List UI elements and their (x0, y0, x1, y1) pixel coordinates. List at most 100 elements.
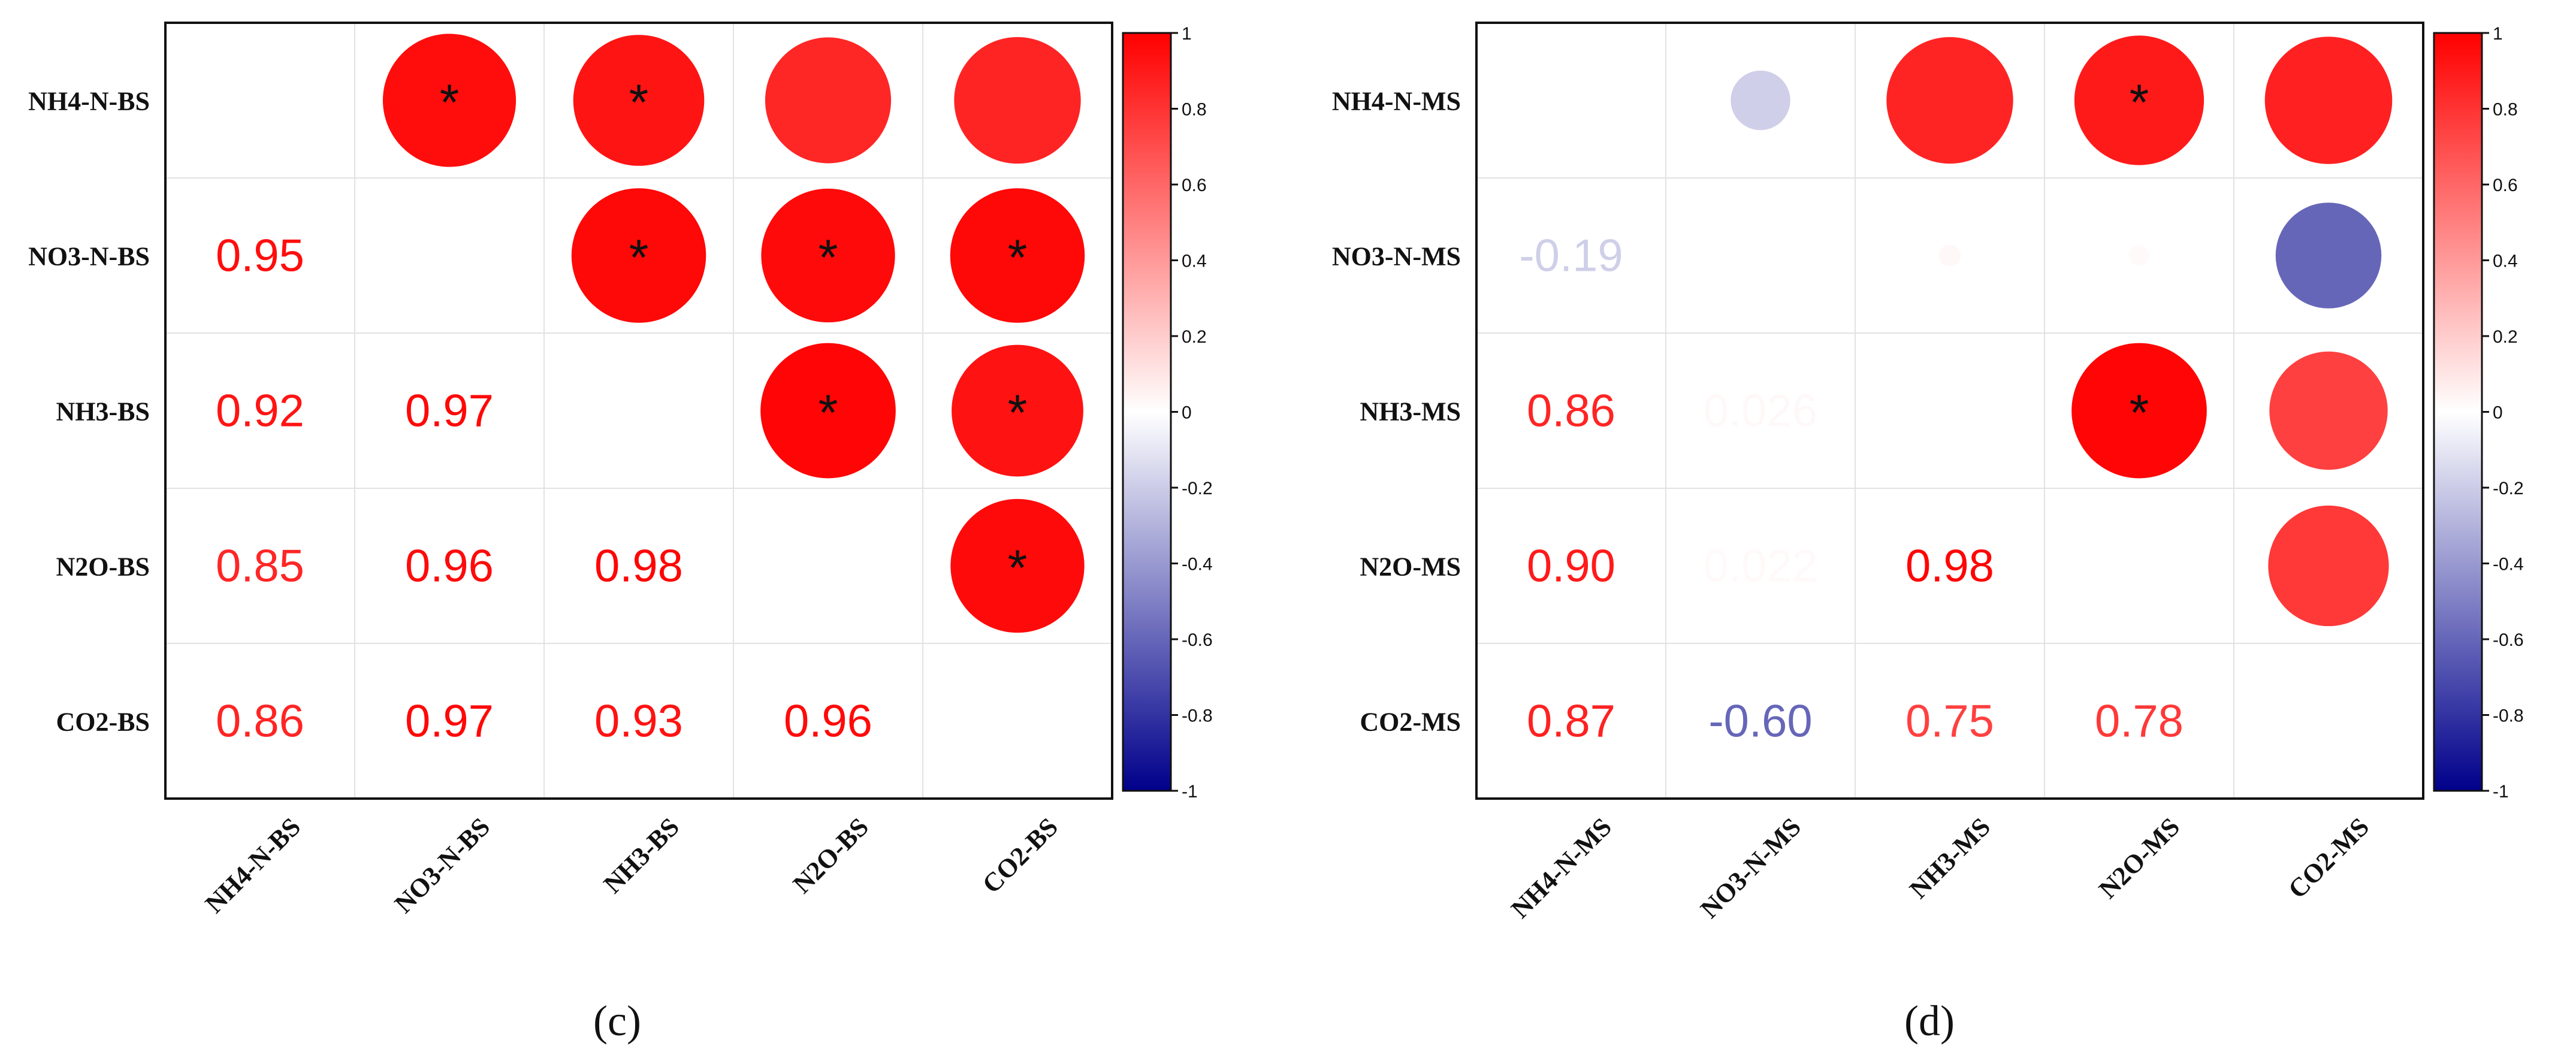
plot-frame (1475, 22, 2424, 800)
row-label: NO3-N-BS (28, 242, 150, 271)
significance-marker: * (1008, 540, 1028, 596)
colorbar-tick-label: 0.2 (1182, 327, 1207, 347)
corr-value-label: 0.022 (1704, 541, 1817, 592)
column-label: N2O-MS (2093, 812, 2185, 904)
panel-d: *-0.190.86 0.026 *0.90 0.022 0.980.87 -0.60 0.… (1332, 22, 2524, 1045)
colorbar-tick-label: -0.8 (2493, 706, 2524, 726)
corr-circle (760, 343, 896, 479)
corr-value-label: 0.85 (216, 541, 304, 592)
corr-circle (2269, 351, 2388, 470)
corr-value-label: 0.86 (1527, 386, 1615, 437)
column-label: NO3-N-MS (1695, 812, 1807, 924)
corr-circle (2268, 505, 2389, 627)
corr-circle (2275, 202, 2382, 309)
plot-frame (164, 22, 1113, 800)
corr-circle (382, 34, 517, 167)
row-label: N2O-BS (56, 552, 150, 582)
colorbar-tick-label: -0.4 (2493, 555, 2524, 575)
column-label: N2O-BS (787, 812, 874, 899)
corr-circle (571, 188, 706, 323)
significance-marker: * (629, 229, 649, 286)
column-label: CO2-BS (977, 812, 1064, 899)
row-label: NH4-N-MS (1332, 87, 1461, 116)
corr-circle (950, 188, 1085, 323)
colorbar-tick-label: 1 (2493, 24, 2503, 44)
significance-marker: * (1008, 229, 1028, 286)
corr-value-label: 0.75 (1905, 696, 1994, 747)
colorbar-tick-label: 0.4 (2493, 252, 2518, 271)
corr-value-label: -0.60 (1708, 696, 1812, 747)
significance-marker: * (440, 74, 460, 131)
row-label: NH3-MS (1360, 397, 1461, 427)
column-label: CO2-MS (2282, 812, 2375, 904)
colorbar-tick-label: -0.4 (1182, 555, 1213, 575)
corr-value-label: 0.96 (405, 541, 494, 592)
column-label: NH3-BS (598, 812, 685, 899)
row-label: NO3-N-MS (1332, 242, 1461, 271)
column-label: NH4-N-BS (200, 812, 306, 918)
corr-value-label: 0.97 (405, 386, 494, 437)
panel-c: * * 0.95 * * * 0.92 0.97 * * 0.85 0.96 0.98 * 0.86 0.97… (28, 22, 1213, 1045)
corr-value-label: 0.96 (784, 696, 872, 747)
significance-marker: * (2130, 74, 2149, 131)
colorbar-tick-label: -0.6 (1182, 630, 1213, 650)
column-label: NH3-MS (1904, 812, 1996, 904)
colorbar-tick-label: 0.8 (2493, 100, 2518, 120)
corr-value-label: -0.19 (1519, 231, 1623, 282)
corr-circle (950, 498, 1085, 633)
corr-circle (1731, 70, 1790, 131)
corr-circle (761, 188, 895, 323)
colorbar-tick-label: 0 (2493, 403, 2503, 423)
colorbar-tick-label: 0.8 (1182, 100, 1207, 120)
row-label: N2O-MS (1360, 552, 1461, 582)
corr-circle (2074, 35, 2204, 165)
corr-value-label: 0.98 (1905, 541, 1994, 592)
corr-circle (1938, 244, 1961, 267)
colorbar (1122, 32, 1172, 792)
significance-marker: * (629, 74, 649, 131)
colorbar-tick-label: -0.2 (2493, 479, 2524, 498)
corr-circle (765, 37, 892, 164)
corr-circle (1886, 37, 2013, 164)
colorbar-tick-label: -1 (1182, 782, 1198, 802)
colorbar-tick-label: 0.6 (1182, 176, 1207, 195)
colorbar-tick-label: -1 (2493, 782, 2509, 802)
significance-marker: * (819, 385, 838, 441)
colorbar-tick-label: -0.8 (1182, 706, 1213, 726)
column-label: NH4-N-MS (1505, 812, 1617, 924)
colorbar-tick-label: 1 (1182, 24, 1192, 44)
row-label: CO2-MS (1360, 708, 1461, 737)
corr-value-label: 0.90 (1527, 541, 1615, 592)
corr-value-label: 0.98 (594, 541, 683, 592)
colorbar (2433, 32, 2483, 792)
colorbar-tick-label: 0.6 (2493, 176, 2518, 195)
corr-value-label: 0.78 (2095, 696, 2184, 747)
significance-marker: * (819, 229, 838, 286)
corr-circle (954, 37, 1081, 164)
row-label: CO2-BS (56, 708, 150, 737)
corr-circle (2129, 245, 2149, 266)
significance-marker: * (2130, 385, 2149, 441)
corr-value-label: 0.86 (216, 696, 304, 747)
column-label: NO3-N-BS (389, 812, 496, 918)
row-label: NH4-N-BS (28, 87, 150, 116)
corr-value-label: 0.026 (1704, 386, 1817, 437)
corr-value-label: 0.95 (216, 231, 304, 282)
corr-value-label: 0.93 (594, 696, 683, 747)
corr-value-label: 0.92 (216, 386, 304, 437)
corr-circle (2071, 343, 2207, 479)
panel-label: (d) (1904, 997, 1955, 1045)
corr-circle (952, 344, 1083, 477)
corr-value-label: 0.87 (1527, 696, 1615, 747)
significance-marker: * (1008, 385, 1028, 441)
colorbar-tick-label: -0.6 (2493, 630, 2524, 650)
corr-circle (2264, 37, 2393, 164)
colorbar-tick-label: 0.2 (2493, 327, 2518, 347)
row-label: NH3-BS (56, 397, 150, 427)
corr-value-label: 0.97 (405, 696, 494, 747)
colorbar-tick-label: 0.4 (1182, 252, 1207, 271)
corr-circle (573, 35, 705, 166)
colorbar-tick-label: 0 (1182, 403, 1192, 423)
colorbar-tick-label: -0.2 (1182, 479, 1213, 498)
